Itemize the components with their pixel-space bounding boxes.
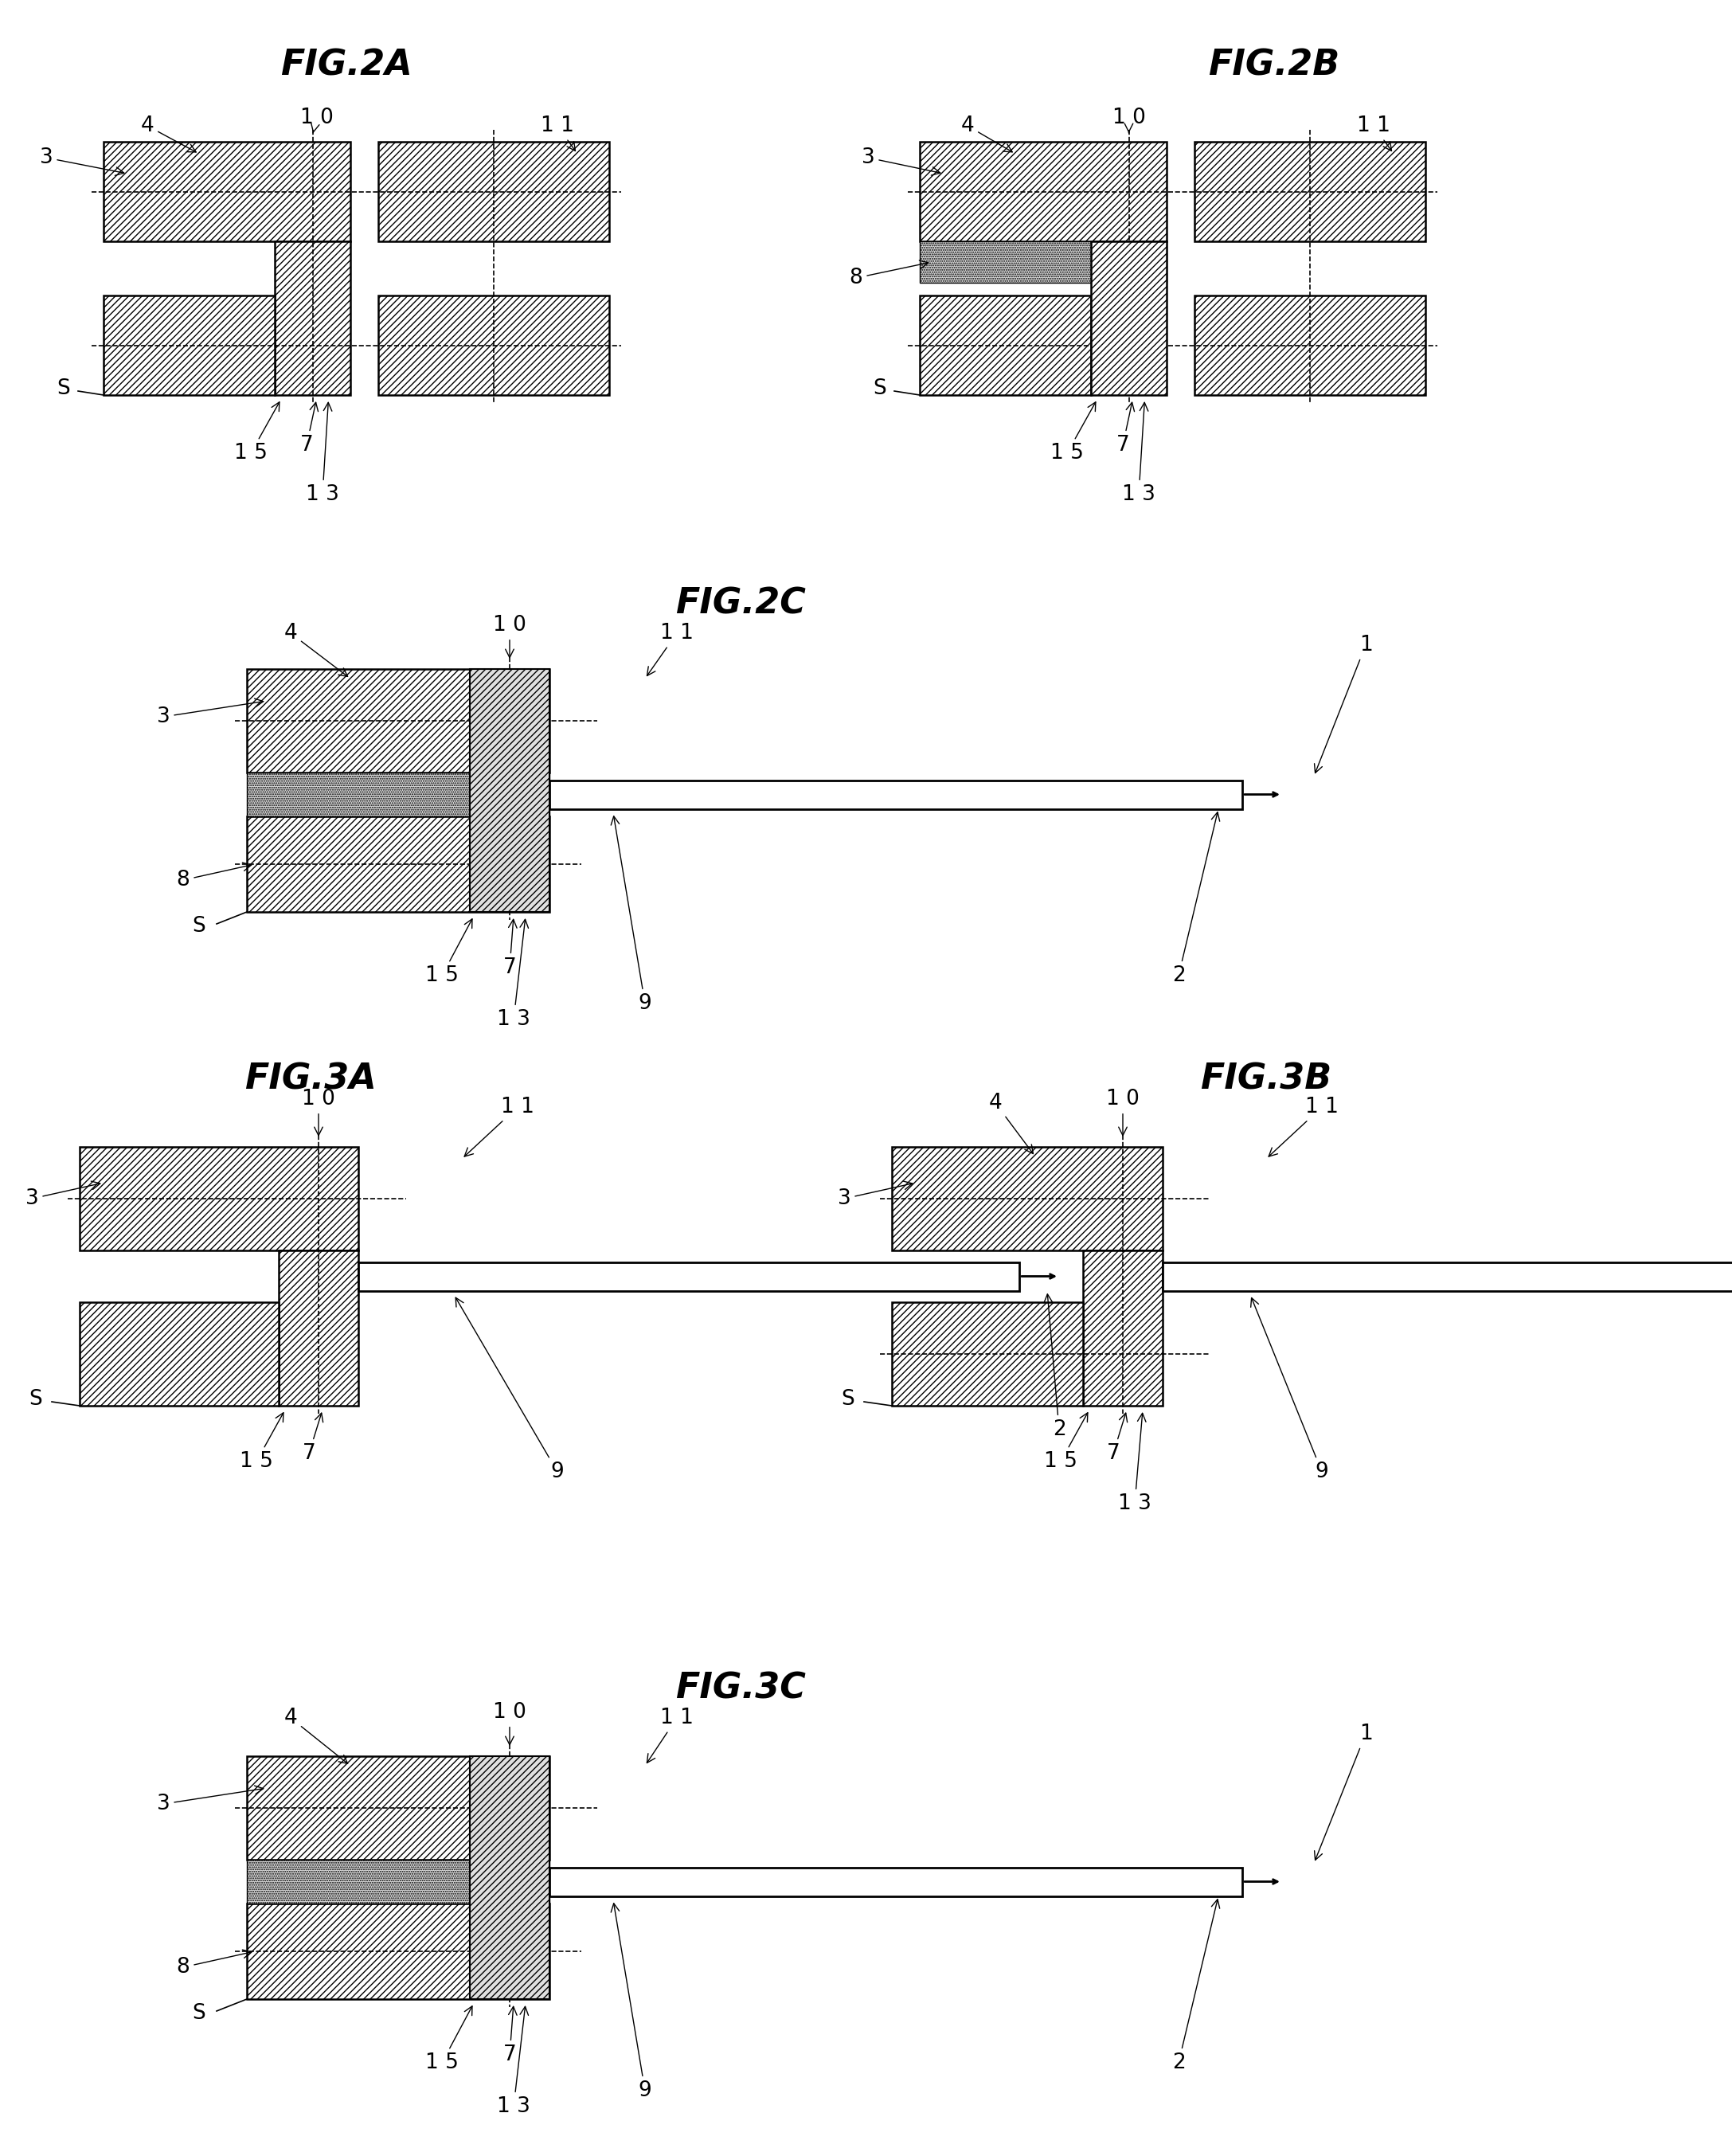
Bar (248, 668, 549, 772)
Text: FIG.2C: FIG.2C (675, 586, 805, 621)
Text: 1 3: 1 3 (1122, 403, 1155, 505)
Bar (378, 295, 610, 395)
Bar (1091, 241, 1167, 395)
Bar (469, 1757, 549, 1999)
Text: 1 1: 1 1 (540, 116, 575, 151)
Text: S: S (192, 916, 206, 936)
Text: S: S (842, 1388, 856, 1410)
Bar (469, 668, 549, 912)
Text: 1: 1 (1315, 1723, 1372, 1861)
Text: FIG.3A: FIG.3A (244, 1063, 376, 1095)
Text: S: S (29, 1388, 43, 1410)
Text: 1 5: 1 5 (234, 401, 279, 464)
Text: 1 5: 1 5 (1050, 401, 1096, 464)
Text: 8: 8 (177, 1949, 251, 1977)
Text: 1 3: 1 3 (307, 403, 339, 505)
Bar (1195, 295, 1425, 395)
Text: 1 1: 1 1 (648, 623, 693, 675)
Text: 9: 9 (1251, 1298, 1328, 1481)
Text: 7: 7 (1115, 403, 1134, 455)
Text: 3: 3 (156, 699, 263, 727)
Text: 3: 3 (40, 147, 125, 175)
Text: FIG.2B: FIG.2B (1209, 47, 1341, 82)
Text: 1 0: 1 0 (1107, 1089, 1140, 1136)
Text: 4: 4 (284, 1708, 348, 1764)
Text: 2: 2 (1044, 1294, 1065, 1440)
Text: 7: 7 (303, 1412, 324, 1464)
Bar (920, 295, 1091, 395)
Text: FIG.3B: FIG.3B (1200, 1063, 1332, 1095)
Bar (892, 1147, 1162, 1250)
Bar (549, 1867, 1242, 1895)
Bar (275, 241, 350, 395)
Text: S: S (192, 2003, 206, 2024)
Bar (378, 142, 610, 241)
Bar (104, 142, 350, 241)
Text: 9: 9 (456, 1298, 565, 1481)
Text: 1 5: 1 5 (1044, 1412, 1088, 1473)
Bar (359, 1261, 1020, 1291)
Text: 1 5: 1 5 (426, 918, 473, 985)
Text: S: S (57, 377, 71, 399)
Text: 7: 7 (502, 2007, 516, 2065)
Text: 3: 3 (861, 147, 940, 175)
Text: 1 0: 1 0 (1112, 108, 1145, 134)
Bar (80, 1302, 279, 1406)
Bar (920, 142, 1167, 241)
Text: S: S (873, 377, 887, 399)
Text: 4: 4 (989, 1093, 1034, 1153)
Text: 4: 4 (140, 116, 196, 153)
Text: 3: 3 (838, 1181, 913, 1210)
Text: 1 1: 1 1 (1356, 116, 1391, 151)
Text: 1 1: 1 1 (464, 1097, 533, 1156)
Text: 1 1: 1 1 (648, 1708, 693, 1764)
Bar (549, 780, 1242, 808)
Bar (104, 295, 275, 395)
Text: 2: 2 (1173, 813, 1219, 985)
Bar (80, 1147, 359, 1250)
Text: 7: 7 (1107, 1412, 1128, 1464)
Text: 3: 3 (26, 1181, 100, 1210)
Text: FIG.3C: FIG.3C (675, 1671, 805, 1705)
Text: 1 3: 1 3 (497, 918, 530, 1031)
Bar (1162, 1261, 1732, 1291)
Text: 1: 1 (1315, 634, 1372, 774)
Text: 7: 7 (300, 403, 319, 455)
Text: 3: 3 (156, 1785, 263, 1815)
Text: 1 0: 1 0 (494, 614, 527, 658)
Text: 9: 9 (611, 817, 651, 1013)
Text: FIG.2A: FIG.2A (281, 47, 412, 82)
Text: 1 0: 1 0 (494, 1701, 527, 1744)
Bar (248, 1904, 549, 1999)
Text: 1 3: 1 3 (497, 2007, 530, 2117)
Bar (248, 1757, 549, 1861)
Text: 1 5: 1 5 (426, 2005, 473, 2074)
Text: 2: 2 (1173, 1899, 1219, 2074)
Text: 1 0: 1 0 (300, 108, 333, 134)
Bar (1195, 142, 1425, 241)
Bar (248, 772, 549, 817)
Bar (920, 241, 1167, 282)
Text: 7: 7 (502, 918, 516, 979)
Text: 1 3: 1 3 (1119, 1412, 1152, 1514)
Text: 9: 9 (611, 1904, 651, 2102)
Text: 4: 4 (961, 116, 1011, 151)
Text: 8: 8 (177, 862, 251, 890)
Text: 1 5: 1 5 (239, 1412, 284, 1473)
Bar (1082, 1250, 1162, 1406)
Bar (248, 817, 549, 912)
Bar (248, 1861, 549, 1904)
Text: 1 0: 1 0 (301, 1089, 336, 1136)
Text: 4: 4 (284, 623, 348, 677)
Bar (279, 1250, 359, 1406)
Bar (892, 1302, 1082, 1406)
Text: 8: 8 (849, 261, 928, 289)
Text: 1 1: 1 1 (1268, 1097, 1339, 1156)
